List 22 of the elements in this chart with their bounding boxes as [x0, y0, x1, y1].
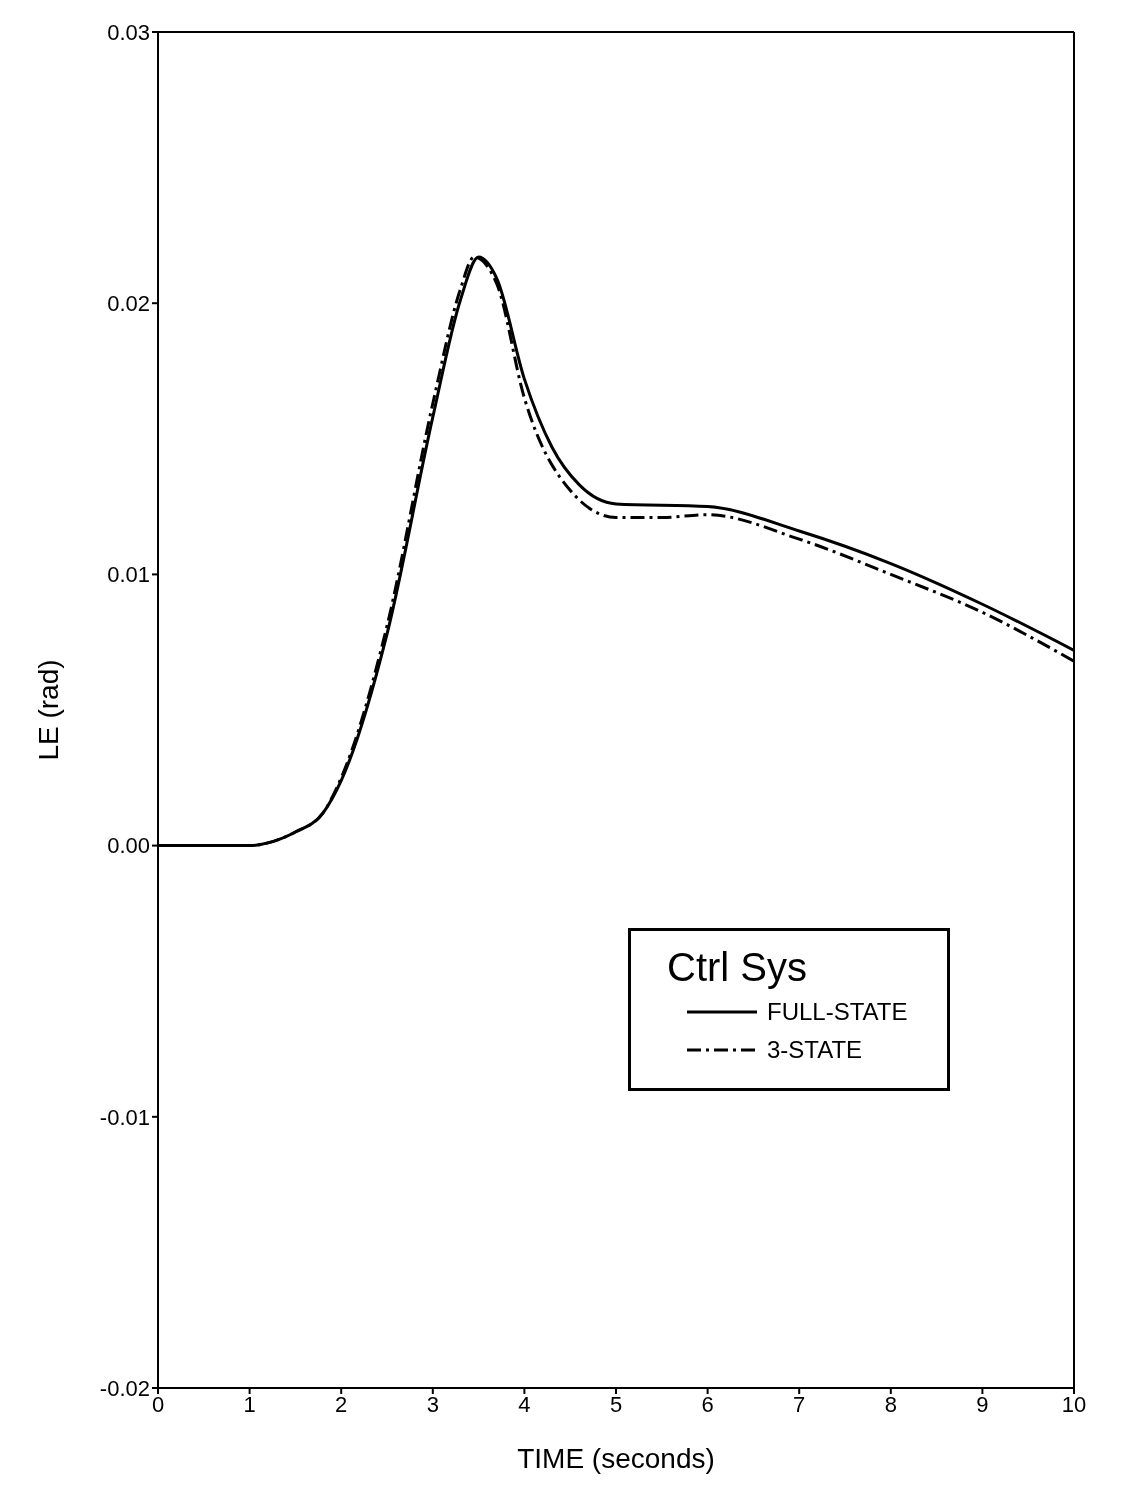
- legend-label: 3-STATE: [767, 1036, 863, 1064]
- x-tick-label: 8: [884, 1391, 897, 1417]
- x-tick-label: 6: [701, 1391, 714, 1417]
- x-tick-label: 5: [609, 1391, 623, 1417]
- x-tick-label: 3: [426, 1391, 439, 1417]
- x-tick-label: 9: [976, 1391, 989, 1417]
- y-tick-label: 0.00: [107, 833, 150, 859]
- x-tick-label: 0: [151, 1391, 165, 1417]
- y-axis-title: LE (rad): [32, 659, 64, 761]
- x-tick-label: 1: [243, 1391, 256, 1417]
- x-tick-label: 2: [335, 1391, 348, 1417]
- x-axis-title: TIME (seconds): [517, 1443, 715, 1474]
- y-tick-label: -0.02: [99, 1375, 150, 1401]
- x-tick-label: 10: [1061, 1391, 1087, 1417]
- legend-label: FULL-STATE: [767, 998, 908, 1026]
- legend-title: Ctrl Sys: [667, 945, 808, 990]
- x-tick-label: 4: [518, 1391, 531, 1417]
- y-tick-label: 0.03: [107, 19, 150, 45]
- y-tick-label: -0.01: [99, 1104, 150, 1130]
- x-tick-label: 7: [793, 1391, 806, 1417]
- y-tick-label: 0.01: [107, 562, 150, 588]
- y-tick-label: 0.02: [107, 291, 150, 317]
